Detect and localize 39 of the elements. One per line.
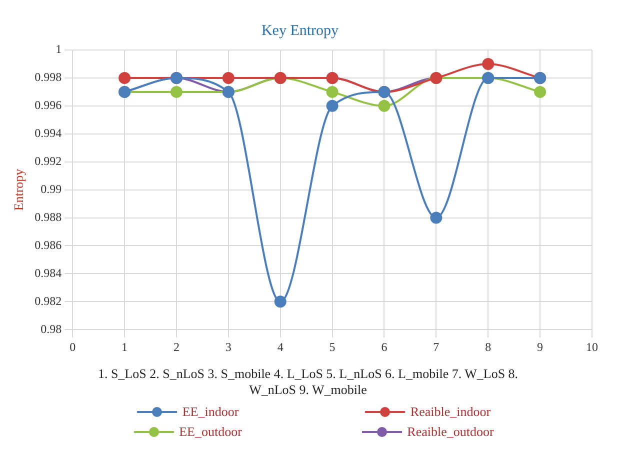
legend-label: EE_indoor bbox=[182, 404, 239, 420]
point bbox=[274, 296, 286, 308]
x-tick-label: 9 bbox=[537, 340, 544, 354]
y-tick-label: 0.982 bbox=[34, 294, 62, 308]
x-tick-label: 6 bbox=[381, 340, 388, 354]
y-tick-label: 0.99 bbox=[40, 182, 62, 196]
y-tick-label: 0.98 bbox=[40, 322, 62, 336]
x-tick-label: 10 bbox=[586, 340, 598, 354]
point bbox=[170, 86, 182, 98]
point bbox=[482, 58, 494, 70]
point bbox=[430, 212, 442, 224]
x-tick-label: 7 bbox=[433, 340, 440, 354]
x-tick-label: 0 bbox=[70, 340, 76, 354]
y-tick-label: 1 bbox=[56, 42, 62, 56]
legend-label: EE_outdoor bbox=[179, 424, 242, 440]
point bbox=[378, 100, 390, 112]
x-tick-label: 8 bbox=[485, 340, 492, 354]
chart-title: Key Entropy bbox=[261, 22, 340, 39]
y-tick-label: 0.994 bbox=[34, 126, 62, 140]
point bbox=[326, 100, 338, 112]
legend-label: Reaible_outdoor bbox=[407, 424, 494, 440]
x-tick-label: 2 bbox=[173, 340, 180, 354]
y-tick-label: 0.996 bbox=[34, 98, 62, 112]
point bbox=[118, 72, 131, 84]
y-tick-label: 0.984 bbox=[34, 266, 62, 280]
x-tick-label: 4 bbox=[277, 340, 284, 354]
x-tick-label: 5 bbox=[329, 340, 336, 354]
legend-label: Reaible_indoor bbox=[410, 404, 491, 420]
y-tick-label: 0.992 bbox=[34, 154, 62, 168]
x-axis-title: 1. S_LoS 2. S_nLoS 3. S_mobile 4. L_LoS 5. L_nLoS 6. L_mobile 7. W_LoS 8. W_nLoS 9. W_mobile bbox=[96, 366, 520, 398]
point bbox=[326, 86, 338, 98]
y-axis-title: Entropy bbox=[11, 168, 26, 211]
point bbox=[534, 86, 546, 98]
y-tick-label: 0.998 bbox=[34, 70, 62, 84]
x-tick-label: 3 bbox=[225, 340, 232, 354]
point bbox=[222, 72, 234, 84]
y-tick-label: 0.988 bbox=[34, 210, 62, 224]
y-tick-label: 0.986 bbox=[34, 238, 62, 252]
x-tick-label: 1 bbox=[122, 340, 128, 354]
